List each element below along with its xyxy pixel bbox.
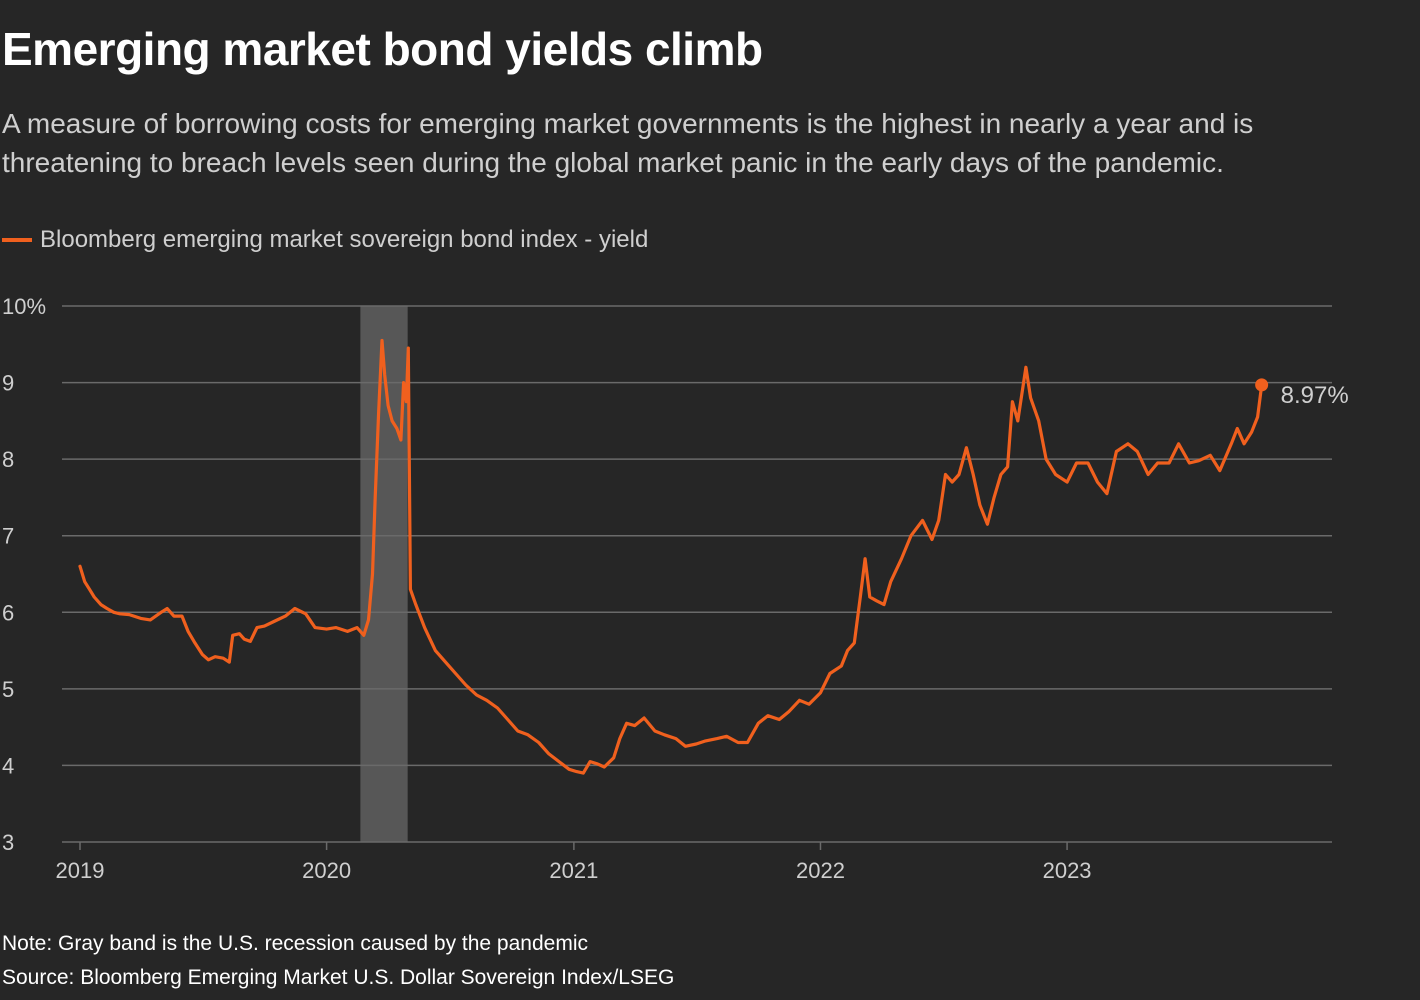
line-chart: 10% 9 8 7 6 5 4 3 2019 2020 2021 2022 2023 8.97% bbox=[2, 294, 1349, 883]
x-tick-label: 2022 bbox=[796, 858, 845, 883]
gridlines bbox=[62, 305, 1332, 850]
x-tick-label: 2020 bbox=[302, 858, 351, 883]
legend: Bloomberg emerging market sovereign bond… bbox=[2, 226, 648, 254]
x-tick-label: 2021 bbox=[549, 858, 598, 883]
recession-band bbox=[360, 306, 408, 842]
chart-title: Emerging market bond yields climb bbox=[2, 23, 763, 75]
recession-band-layer bbox=[360, 306, 408, 842]
x-tick-label: 2019 bbox=[56, 858, 105, 883]
y-tick-label: 10% bbox=[2, 294, 46, 319]
y-tick-label: 3 bbox=[2, 830, 14, 855]
chart-subtitle: A measure of borrowing costs for emergin… bbox=[2, 108, 1254, 178]
y-tick-label: 5 bbox=[2, 677, 14, 702]
y-tick-label: 6 bbox=[2, 600, 14, 625]
footnote: Note: Gray band is the U.S. recession ca… bbox=[2, 932, 588, 955]
legend-label: Bloomberg emerging market sovereign bond… bbox=[40, 226, 649, 253]
x-tick-label: 2023 bbox=[1043, 858, 1092, 883]
series-line bbox=[78, 338, 1264, 775]
series-layer bbox=[78, 338, 1269, 775]
end-value-label: 8.97% bbox=[1281, 382, 1349, 409]
y-tick-label: 8 bbox=[2, 447, 14, 472]
end-point-marker bbox=[1255, 378, 1269, 392]
source-line: Source: Bloomberg Emerging Market U.S. D… bbox=[2, 966, 675, 989]
legend-swatch bbox=[2, 238, 32, 242]
y-tick-label: 7 bbox=[2, 524, 14, 549]
y-tick-label: 4 bbox=[2, 753, 14, 778]
y-tick-label: 9 bbox=[2, 371, 14, 396]
axis-labels: 10% 9 8 7 6 5 4 3 2019 2020 2021 2022 2023 8.97% bbox=[2, 294, 1349, 883]
